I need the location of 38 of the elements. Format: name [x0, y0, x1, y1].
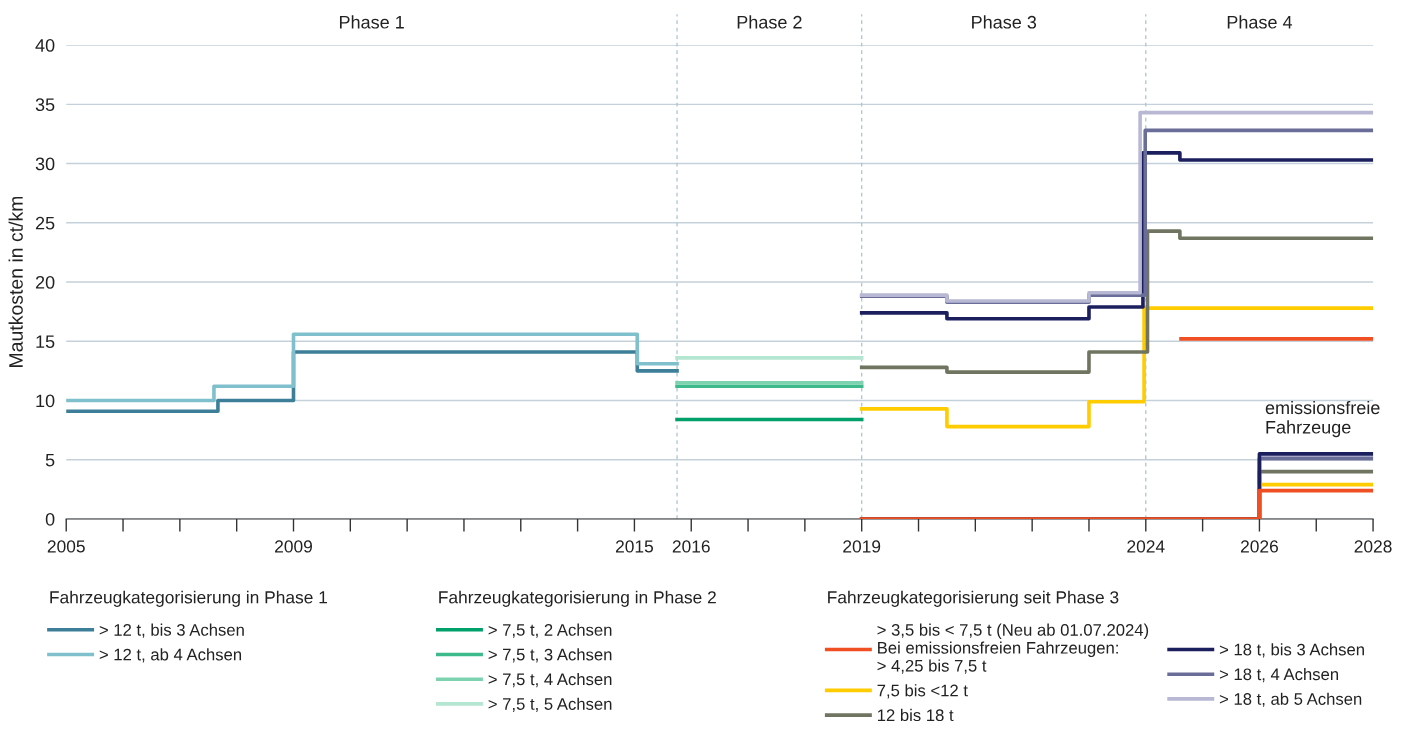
legend-label: > 18 t, bis 3 Achsen [1219, 643, 1364, 658]
legend-label: > 7,5 t, 2 Achsen [488, 623, 612, 638]
legend-label: 12 bis 18 t [877, 708, 954, 722]
y-tick-label: 10 [36, 394, 55, 408]
y-axis-title: Mautkosten in ct/km [8, 196, 23, 367]
x-tick-label: 2028 [1354, 540, 1392, 553]
legend-label: > 12 t, ab 4 Achsen [99, 648, 242, 663]
text: Phase 3 [972, 15, 1037, 29]
legend-label: > 18 t, ab 5 Achsen [1219, 692, 1362, 707]
text: Phase 1 [339, 15, 404, 29]
y-tick-label: 25 [35, 216, 55, 230]
text: Phase 2 [737, 15, 802, 29]
x-tick-label: 2015 [615, 540, 653, 553]
text: Fahrzeugkategorisierung in Phase 2 [439, 590, 716, 607]
legend-label: > 7,5 t, 5 Achsen [488, 697, 612, 712]
y-tick-label: 5 [45, 453, 55, 467]
y-tick-label: 30 [35, 157, 55, 171]
annotation: emissionsfreie Fahrzeuge [1265, 400, 1380, 438]
y-tick-label: 35 [35, 98, 55, 112]
y-tick-label: 0 [45, 512, 55, 526]
legend-label: > 12 t, bis 3 Achsen [99, 623, 244, 638]
x-tick-label: 2009 [275, 540, 312, 553]
x-tick-label: 2016 [672, 540, 710, 553]
text: Phase 4 [1227, 15, 1293, 29]
legend-label: 7,5 bis <12 t [877, 684, 968, 699]
legend-label: > 7,5 t, 3 Achsen [488, 648, 612, 663]
legend-label: > 7,5 t, 4 Achsen [488, 672, 612, 688]
y-tick-label: 40 [35, 39, 55, 52]
x-tick-label: 2026 [1241, 540, 1278, 553]
y-tick-label: 20 [35, 275, 55, 289]
x-tick-label: 2005 [47, 540, 85, 553]
legend-label: > 3,5 bis < 7,5 t (Neu ab 01.07.2024) Bei emissionsfreien Fahrzeugen: > 4,25 bis 7,5 t [877, 623, 1149, 674]
text: Fahrzeugkategorisierung seit Phase 3 [828, 590, 1119, 607]
legend-label: > 18 t, 4 Achsen [1219, 667, 1339, 683]
x-tick-label: 2019 [843, 540, 881, 553]
x-tick-label: 2024 [1127, 540, 1165, 553]
y-tick-label: 15 [36, 335, 55, 349]
text: Fahrzeugkategorisierung in Phase 1 [50, 590, 327, 607]
